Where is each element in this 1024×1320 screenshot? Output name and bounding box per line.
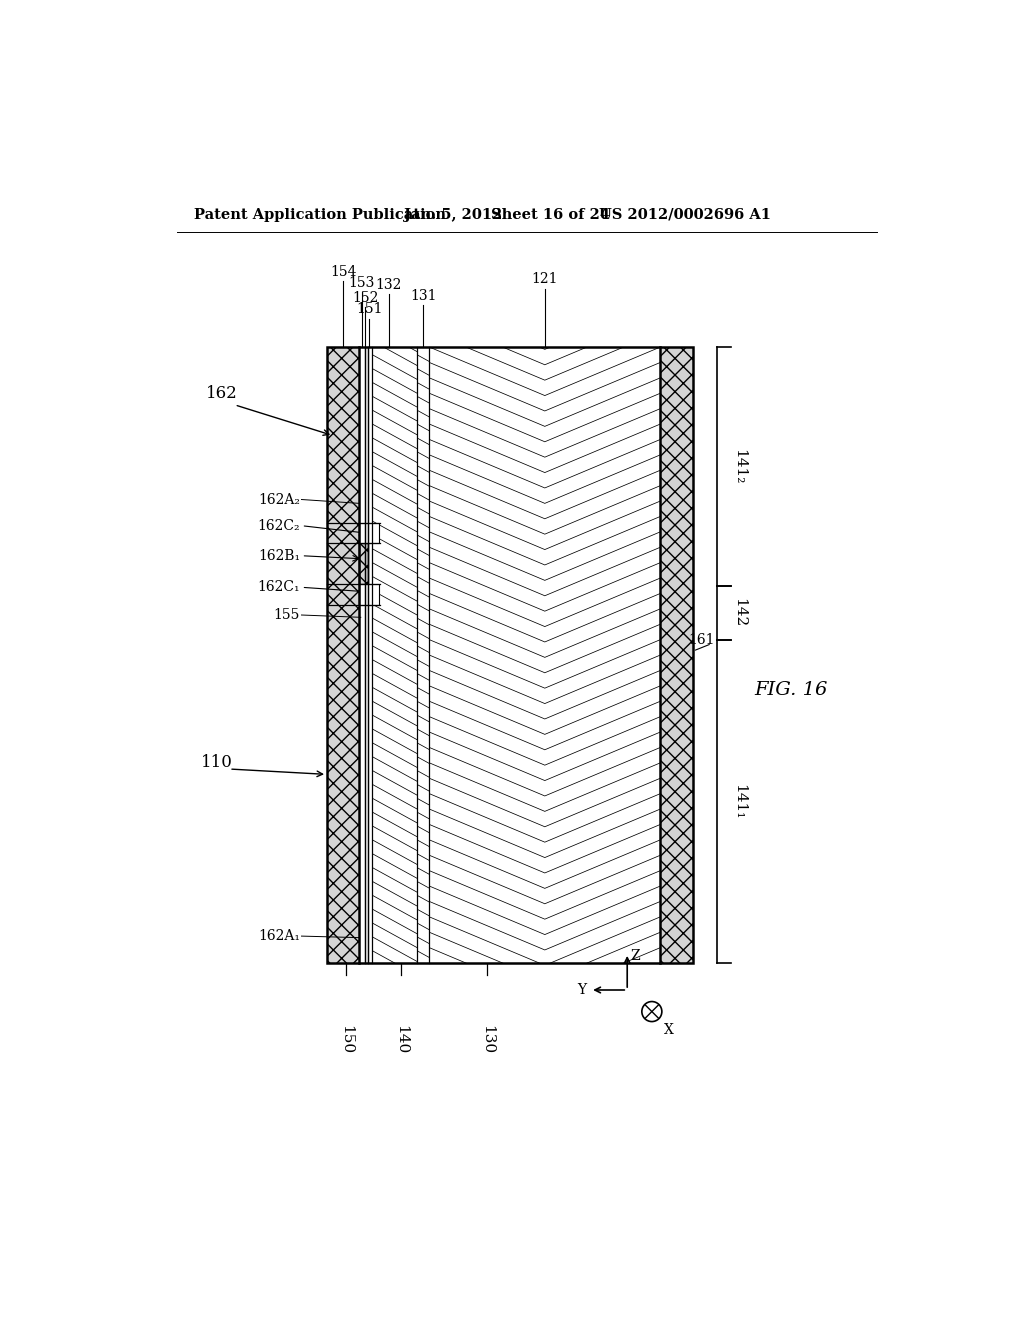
Text: 132: 132: [376, 277, 401, 292]
Text: 162A₂: 162A₂: [258, 492, 300, 507]
Text: 121: 121: [531, 272, 558, 286]
Bar: [359, 544, 368, 585]
Text: 161: 161: [689, 632, 716, 647]
Text: X: X: [665, 1023, 674, 1038]
Text: Patent Application Publication: Patent Application Publication: [194, 207, 445, 222]
Text: 162B₁: 162B₁: [258, 549, 300, 562]
Text: 162C₂: 162C₂: [257, 519, 300, 533]
Text: 130: 130: [480, 1024, 494, 1053]
Text: Sheet 16 of 24: Sheet 16 of 24: [490, 207, 610, 222]
Text: 162C₁: 162C₁: [257, 581, 300, 594]
Text: 141₂: 141₂: [732, 449, 745, 484]
Text: 151: 151: [356, 302, 383, 317]
Text: 155: 155: [273, 609, 300, 622]
Text: 141₁: 141₁: [732, 784, 745, 818]
Text: 162A₁: 162A₁: [258, 929, 300, 942]
Text: 152: 152: [352, 290, 379, 305]
Text: FIG. 16: FIG. 16: [755, 681, 827, 698]
Text: 142: 142: [732, 598, 745, 627]
Text: 153: 153: [348, 276, 375, 290]
Text: 110: 110: [201, 754, 232, 771]
Text: 150: 150: [339, 1024, 353, 1053]
Bar: [429, 347, 660, 964]
Text: 162: 162: [206, 384, 238, 401]
Bar: [359, 523, 379, 544]
Text: 140: 140: [394, 1024, 408, 1053]
Text: US 2012/0002696 A1: US 2012/0002696 A1: [599, 207, 771, 222]
Bar: [359, 585, 379, 605]
Bar: [660, 347, 692, 964]
Text: Z: Z: [631, 949, 640, 964]
Bar: [327, 347, 692, 964]
Bar: [417, 347, 429, 964]
Bar: [373, 347, 417, 964]
Text: 154: 154: [330, 264, 356, 279]
Bar: [327, 347, 359, 964]
Bar: [327, 347, 692, 964]
Text: 131: 131: [410, 289, 436, 304]
Text: Y: Y: [578, 983, 587, 997]
Text: Jan. 5, 2012: Jan. 5, 2012: [403, 207, 503, 222]
